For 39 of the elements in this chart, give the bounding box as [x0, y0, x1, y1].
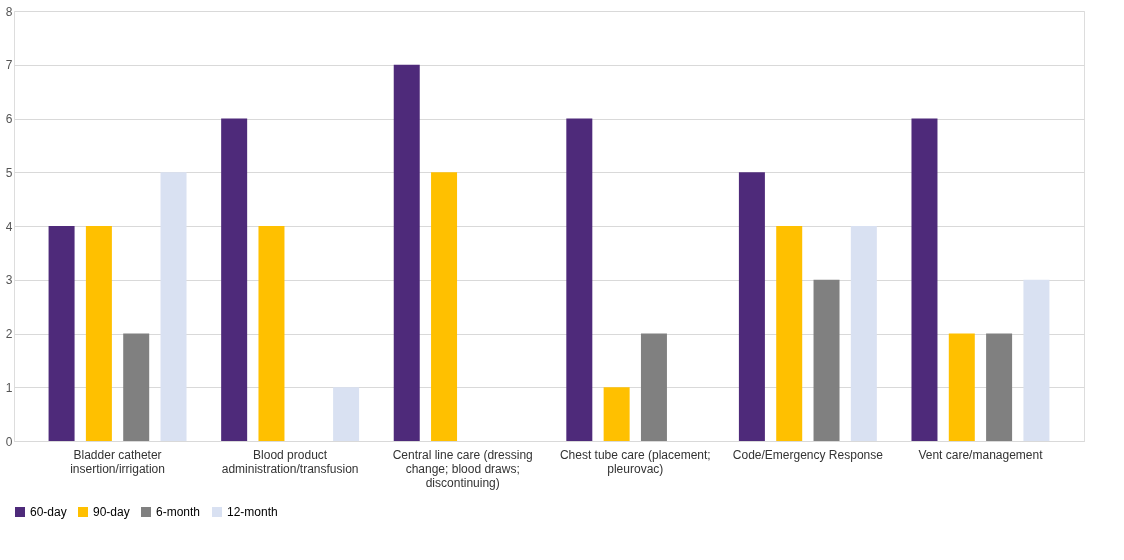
- bar: [333, 387, 360, 441]
- bar: [986, 333, 1013, 441]
- x-tick-label: Central line care (dressing change; blood draws; discontinuing): [392, 447, 533, 490]
- bar: [738, 172, 765, 441]
- y-tick-label: 7: [5, 58, 13, 73]
- bar: [776, 226, 803, 441]
- y-tick-label: 6: [5, 112, 13, 126]
- y-tick-label: 3: [5, 273, 13, 288]
- y-tick-label: 2: [5, 327, 13, 341]
- x-tick-label: Blood product administration/transfusion: [221, 447, 359, 476]
- bar: [393, 64, 420, 441]
- bar: [603, 387, 630, 441]
- bar: [948, 333, 975, 441]
- x-tick-label: Vent care/management: [918, 447, 1044, 462]
- bar: [221, 118, 248, 441]
- bar: [258, 226, 285, 441]
- legend-label: 12-month: [227, 505, 278, 519]
- bar: [85, 226, 112, 441]
- bar: [160, 172, 187, 441]
- bar: [640, 333, 667, 441]
- legend-label: 60-day: [30, 505, 67, 519]
- x-tick-label: Bladder catheter insertion/irrigation: [70, 447, 165, 476]
- bar: [850, 226, 877, 441]
- x-tick-label: Code/Emergency Response: [732, 447, 884, 462]
- y-tick-label: 4: [5, 219, 13, 234]
- x-tick-label: Chest tube care (placement; pleurovac): [559, 447, 711, 476]
- bar: [911, 118, 938, 441]
- y-tick-label: 5: [5, 165, 13, 180]
- bar: [48, 226, 75, 441]
- bar: [813, 279, 840, 441]
- legend-label: 6-month: [156, 505, 201, 519]
- y-tick-label: 1: [5, 380, 13, 395]
- y-tick-label: 0: [5, 434, 13, 449]
- legend-label: 90-day: [93, 505, 130, 519]
- bar: [431, 172, 458, 441]
- bar: [566, 118, 593, 441]
- y-tick-label: 8: [5, 4, 13, 19]
- bar: [123, 333, 150, 441]
- bar: [1023, 279, 1050, 441]
